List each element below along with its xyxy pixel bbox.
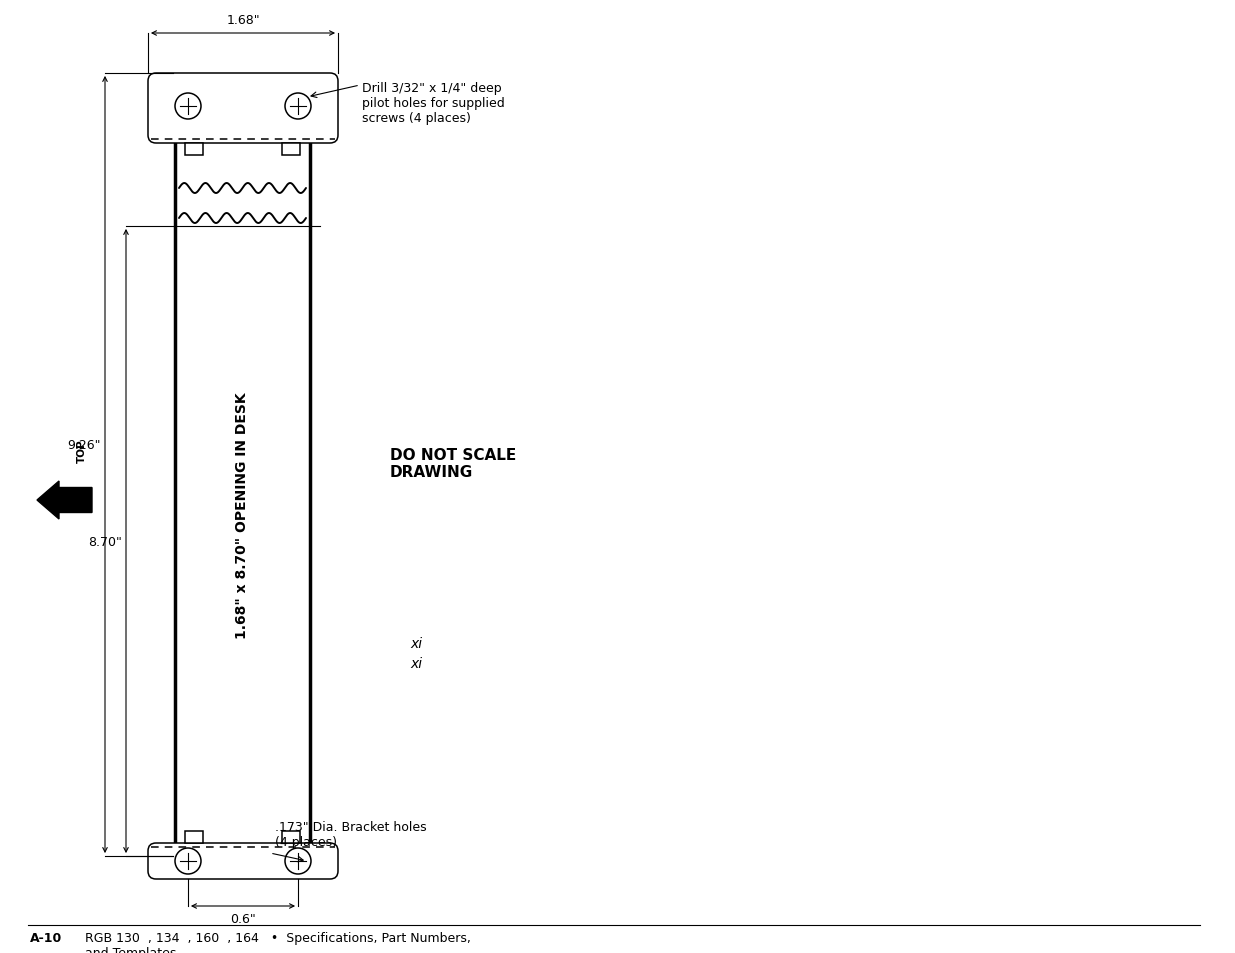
FancyArrow shape	[37, 481, 91, 519]
Text: 8.70": 8.70"	[88, 535, 122, 548]
Bar	[282, 831, 300, 843]
Bar	[282, 144, 300, 156]
Text: 1.68" x 8.70" OPENING IN DESK: 1.68" x 8.70" OPENING IN DESK	[236, 392, 249, 639]
Bar	[185, 144, 203, 156]
Text: DO NOT SCALE
DRAWING: DO NOT SCALE DRAWING	[390, 447, 516, 479]
Text: A-10: A-10	[30, 931, 62, 944]
Text: 0.6": 0.6"	[230, 912, 256, 925]
FancyBboxPatch shape	[148, 74, 338, 144]
Bar	[175, 133, 310, 856]
Text: xi: xi	[410, 657, 422, 670]
Text: Drill 3/32" x 1/4" deep
pilot holes for supplied
screws (4 places): Drill 3/32" x 1/4" deep pilot holes for …	[362, 82, 505, 125]
Text: 1.68": 1.68"	[226, 14, 259, 27]
FancyBboxPatch shape	[148, 843, 338, 879]
Text: TOP: TOP	[77, 439, 86, 462]
Text: RGB 130  , 134  , 160  , 164   •  Specifications, Part Numbers,
and Templates: RGB 130 , 134 , 160 , 164 • Specificatio…	[85, 931, 471, 953]
Text: 9.26": 9.26"	[68, 438, 101, 452]
Text: .173" Dia. Bracket holes
(4 places): .173" Dia. Bracket holes (4 places)	[275, 821, 426, 848]
Bar	[185, 831, 203, 843]
Text: xi: xi	[410, 637, 422, 650]
